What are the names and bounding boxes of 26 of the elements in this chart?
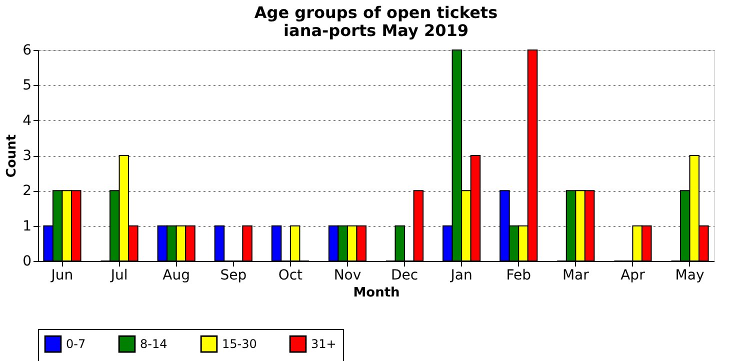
legend-label: 31+ xyxy=(311,337,336,352)
legend-label: 0-7 xyxy=(66,337,86,352)
y-tick-label: 1 xyxy=(22,218,32,234)
y-tick-label: 0 xyxy=(22,254,32,270)
x-tick-label: Nov xyxy=(334,268,362,284)
y-tick-label: 4 xyxy=(22,112,32,129)
x-tick-label: Feb xyxy=(506,268,532,284)
x-tick-label: Aug xyxy=(162,268,190,284)
y-tick-label: 3 xyxy=(22,148,32,164)
y-tick-label: 5 xyxy=(22,78,32,94)
x-tick-label: Oct xyxy=(278,268,304,284)
y-tick-label: 2 xyxy=(22,183,32,200)
x-tick-label: Sep xyxy=(220,268,247,284)
x-tick-label: Mar xyxy=(562,268,590,284)
y-tick-label: 6 xyxy=(22,42,32,58)
chart-title: Age groups of open tickets iana-ports May 2019 xyxy=(254,3,498,40)
x-tick-label: Jul xyxy=(110,268,128,284)
x-tick-label: Jun xyxy=(50,268,74,284)
x-axis-title: Month xyxy=(353,286,400,300)
y-axis-title: Count xyxy=(4,134,20,178)
legend-label: 15-30 xyxy=(222,337,257,352)
legend-label: 8-14 xyxy=(140,337,168,352)
x-tick-label: May xyxy=(675,268,704,284)
x-tick-label: Dec xyxy=(390,268,418,284)
x-tick-label: Jan xyxy=(450,268,472,284)
x-tick-label: Apr xyxy=(620,268,646,284)
